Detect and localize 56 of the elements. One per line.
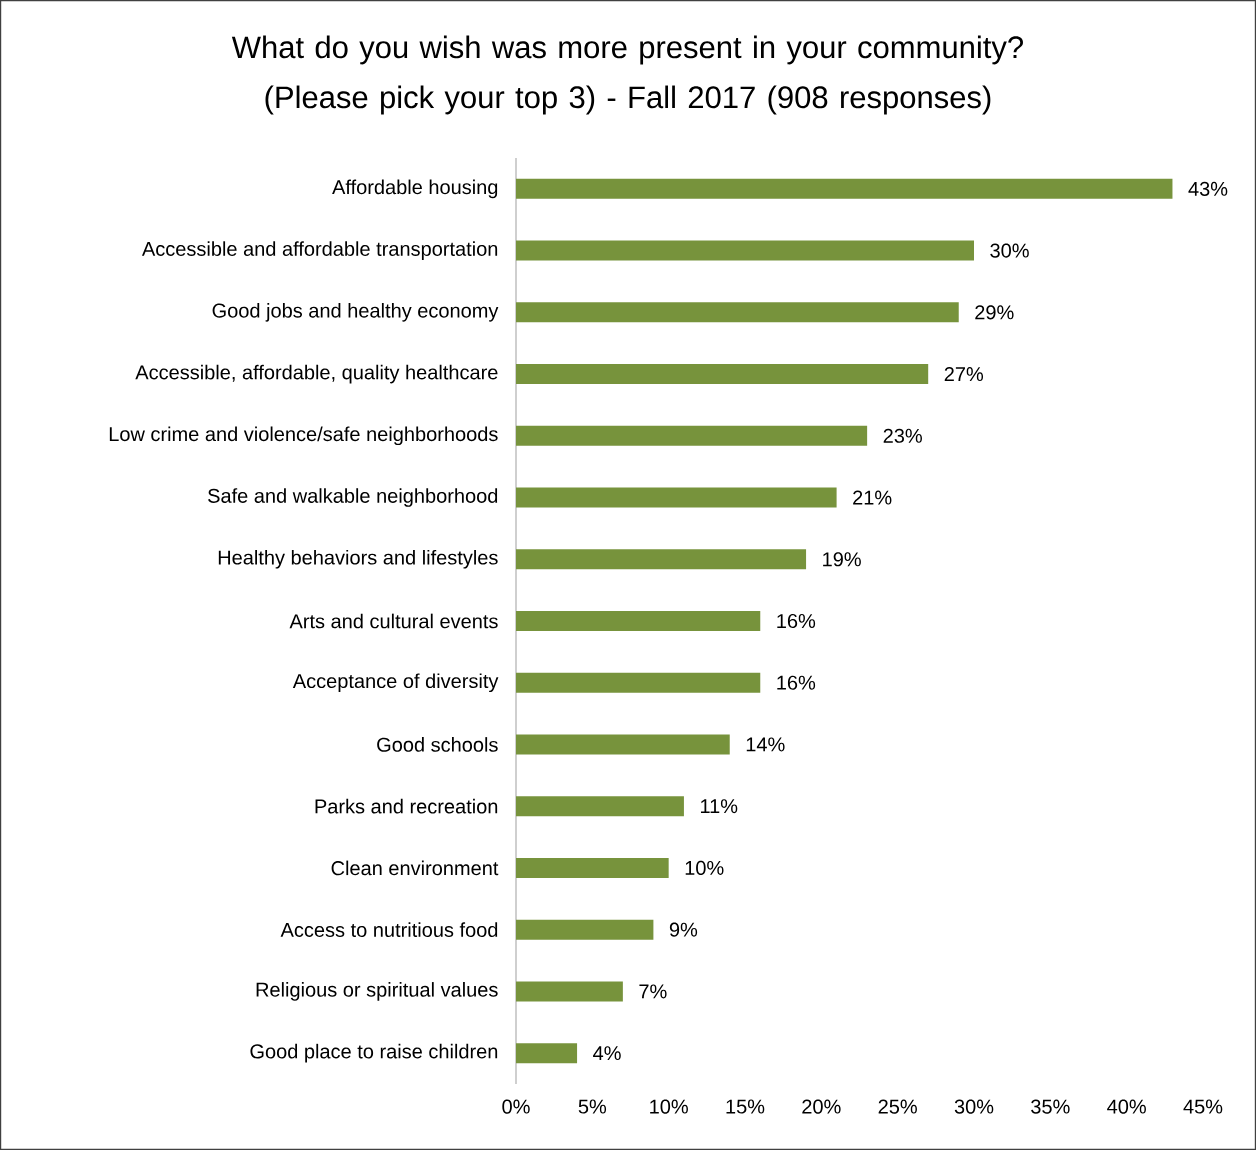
x-tick-label: 35% [1031,1099,1070,1114]
x-tick-label: 0% [502,1099,530,1114]
bar [516,425,868,446]
x-tick-label: 45% [1183,1099,1223,1114]
y-tick-label: Good jobs and healthy economy [212,303,499,322]
y-tick-label: Good place to raise children [250,1043,498,1063]
bar [516,919,654,940]
data-label: 11% [700,799,738,814]
bar [516,178,1173,199]
data-label: 43% [1188,181,1228,196]
data-label: 14% [746,737,785,752]
chart-title: What do you wish was more present in your community? (Please pick your top 3) - Fall 2017 (908 responses) [231,35,1023,115]
y-tick-label: Arts and cultural events [289,613,498,629]
y-tick-label: Accessible, affordable, quality healthcare [135,364,498,384]
y-tick-label: Affordable housing [332,179,498,199]
bar [516,981,623,1002]
data-label: 30% [990,243,1029,258]
y-tick-label: Religious or spiritual values [256,982,498,1001]
data-label: 7% [639,984,667,999]
bar [516,734,730,755]
x-tick-label: 30% [954,1099,994,1114]
y-tick-label: Safe and walkable neighborhood [208,488,498,507]
bar [516,240,974,261]
x-tick-label: 25% [878,1099,917,1114]
x-tick-label: 5% [578,1099,607,1114]
bar [516,302,959,323]
y-tick-label: Acceptance of diversity [292,673,499,693]
bar [516,549,807,570]
y-tick-label: Healthy behaviors and lifestyles [218,549,498,569]
data-label: 4% [593,1046,621,1061]
bar [516,796,684,817]
bar [516,364,929,385]
y-tick-label: Clean environment [331,860,499,876]
data-label: 16% [777,675,816,690]
data-label: 23% [883,428,922,443]
data-label: 19% [823,552,861,567]
x-tick-label: 40% [1107,1099,1146,1114]
y-tick-label: Low crime and violence/safe neighborhoods [109,426,498,446]
y-tick-label: Parks and recreation [315,798,498,814]
y-tick-label: Access to nutritious food [280,922,498,937]
data-label: 10% [685,860,724,875]
y-tick-label: Accessible and affordable transportation [141,241,498,260]
bar [516,672,761,693]
bar [516,487,837,508]
bar [516,857,669,878]
x-tick-label: 15% [726,1099,765,1114]
bar [516,1043,578,1064]
data-label: 16% [777,613,816,629]
data-label: 9% [669,922,698,937]
x-tick-label: 10% [650,1099,688,1114]
x-tick-label: 20% [802,1099,841,1114]
data-label: 21% [853,490,892,505]
y-tick-label: Good schools [377,737,498,752]
data-label: 29% [975,305,1014,320]
data-label: 27% [944,367,984,382]
bar [516,611,761,631]
